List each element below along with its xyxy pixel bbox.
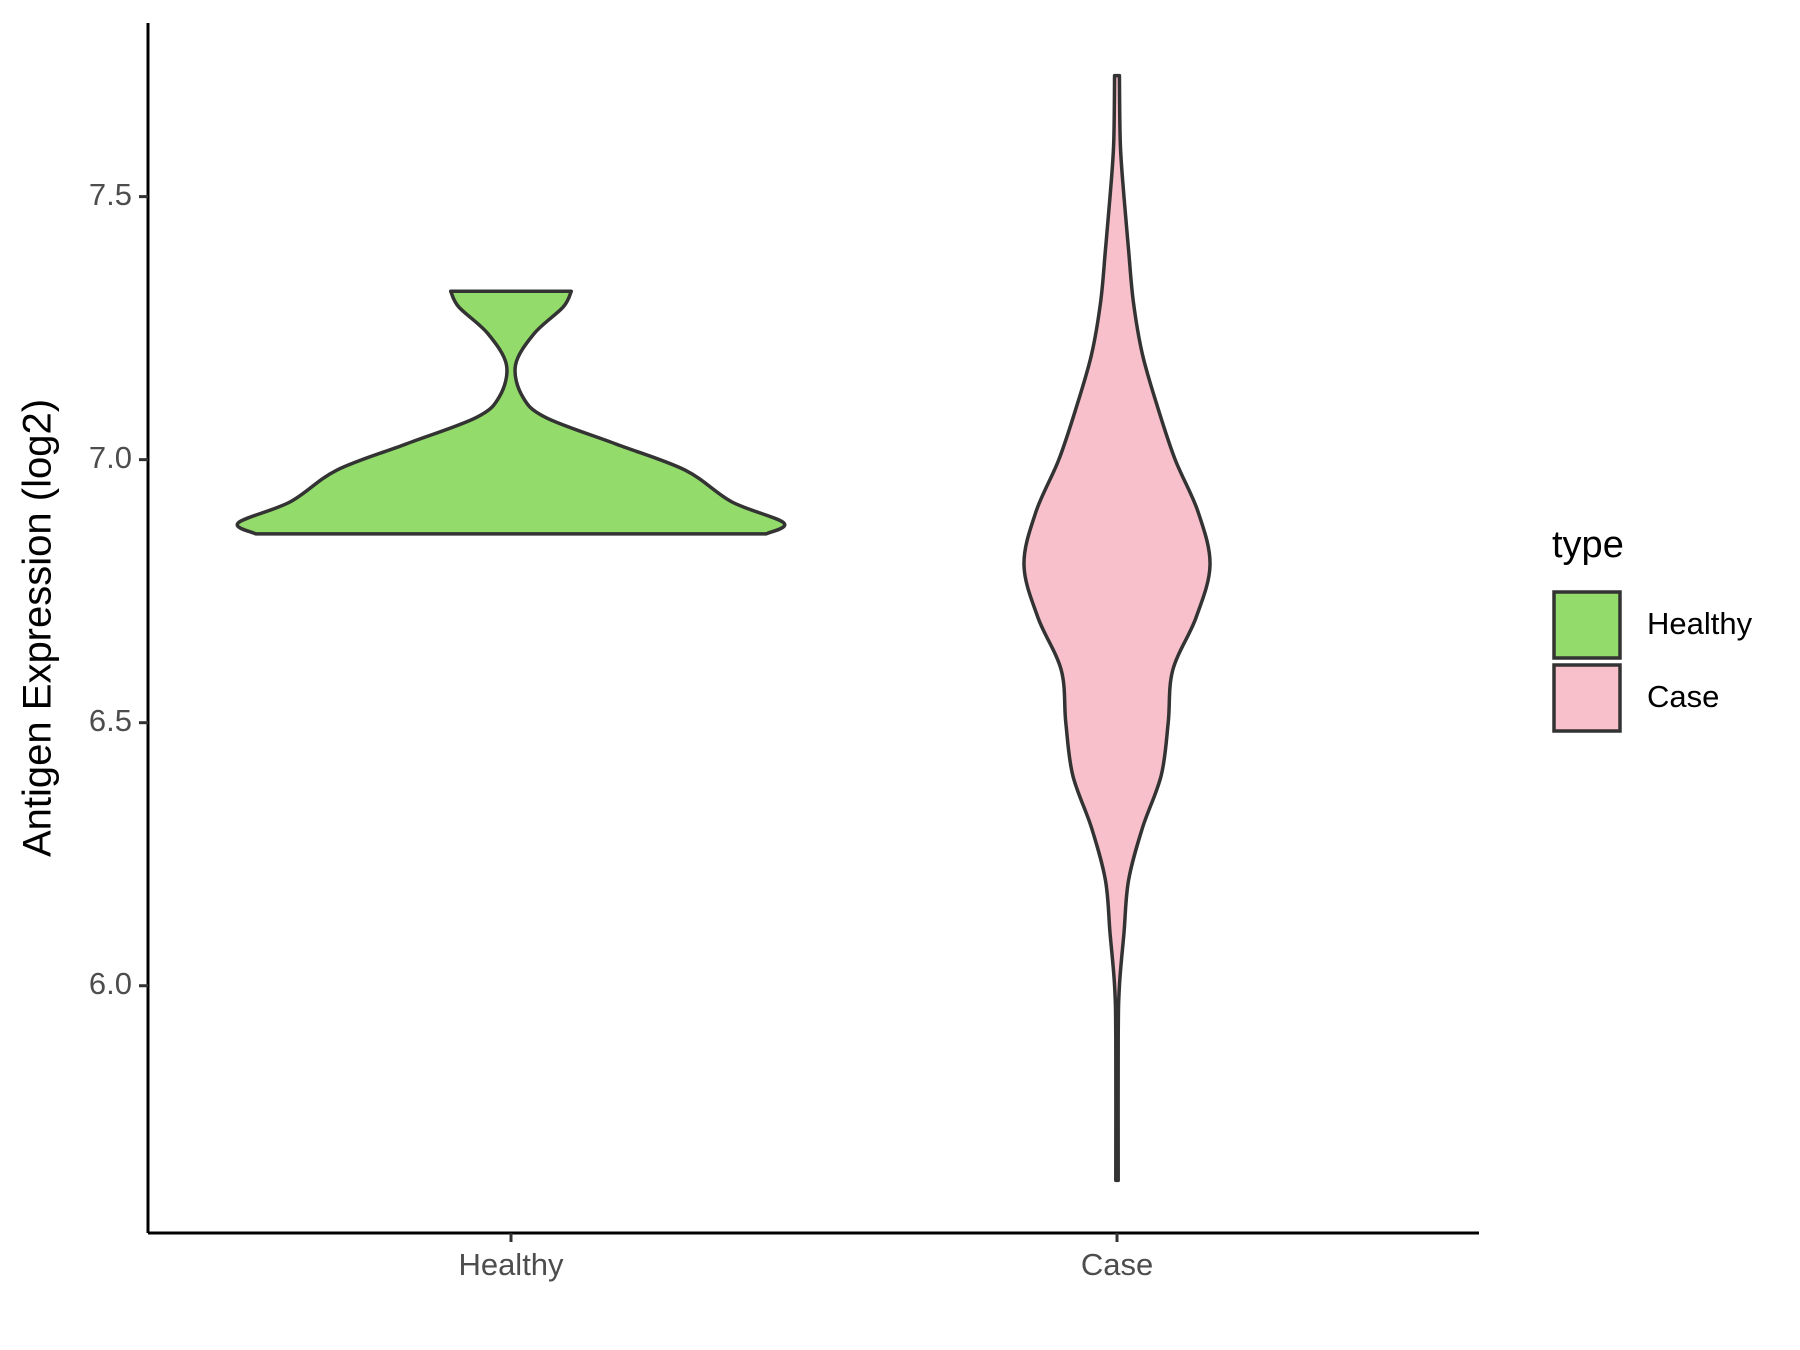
legend-title: type: [1552, 524, 1624, 566]
y-tick-label: 7.0: [89, 440, 132, 475]
legend-key: [1552, 590, 1622, 660]
y-tick-label: 6.5: [89, 703, 132, 738]
y-tick-label: 6.0: [89, 966, 132, 1001]
legend-label: Healthy: [1647, 606, 1753, 641]
y-axis-title: Antigen Expression (log2): [16, 399, 60, 857]
violin: [1022, 73, 1212, 1183]
x-tick-label: Case: [1081, 1247, 1153, 1282]
violin: [235, 289, 787, 536]
legend-key: [1552, 663, 1622, 733]
x-tick-label: Healthy: [458, 1247, 564, 1282]
y-tick-label: 7.5: [89, 177, 132, 212]
legend-label: Case: [1647, 679, 1719, 714]
